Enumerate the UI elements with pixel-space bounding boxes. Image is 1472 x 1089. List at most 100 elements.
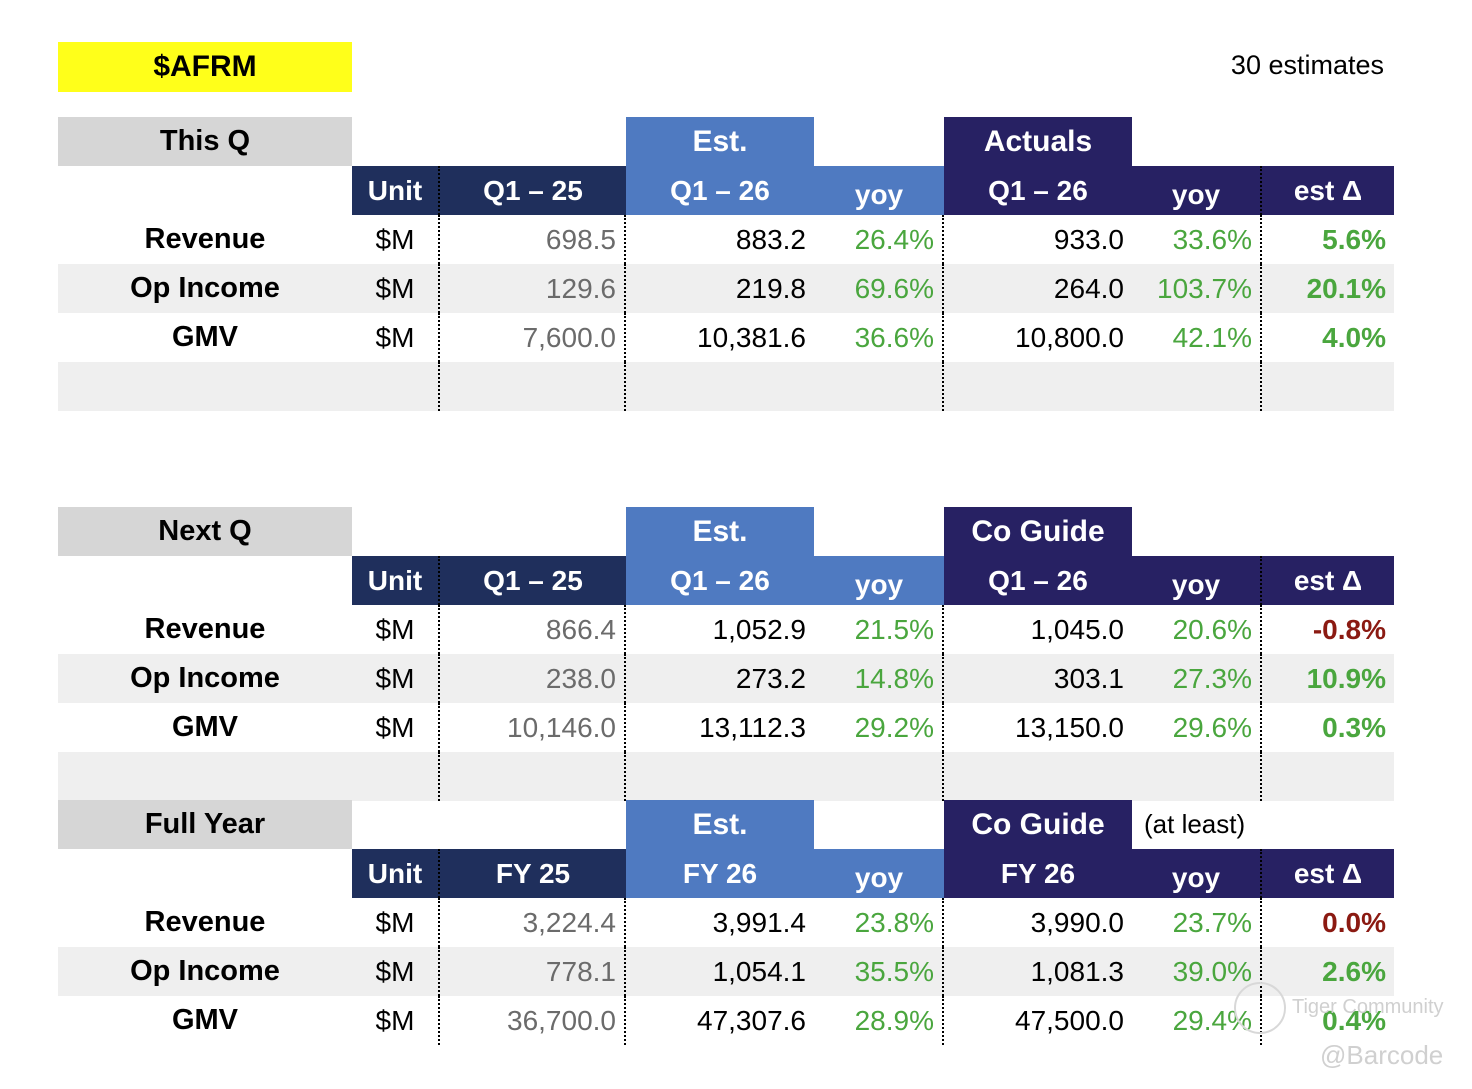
right-band-label: Co Guide	[944, 507, 1132, 556]
actual-value: 303.1	[1053, 662, 1124, 694]
spacer-cell	[352, 362, 440, 411]
spacer-cell	[440, 362, 626, 411]
actual-value: 264.0	[1053, 272, 1124, 304]
column-header: Unit	[352, 849, 440, 898]
unit-cell: $M	[352, 654, 440, 703]
column-header: Unit	[352, 556, 440, 605]
table-row: GMV $M 7,600.0 10,381.6 36.6% 10,800.0 42.1% 4.…	[58, 313, 1394, 362]
actual-value: 13,150.0	[1015, 711, 1124, 743]
estimate-yoy: 14.8%	[814, 654, 944, 703]
estimate-yoy: 36.6%	[814, 313, 944, 362]
spacer-cell	[440, 752, 626, 801]
section-title: This Q	[58, 117, 352, 166]
estimate-delta: 0.0%	[1322, 906, 1386, 938]
ticker-label: $AFRM	[58, 42, 352, 92]
unit-cell: $M	[352, 703, 440, 752]
watermark-handle: @Barcode	[1320, 1040, 1444, 1070]
actual-yoy: 39.0%	[1132, 947, 1262, 996]
column-header: est Δ	[1262, 166, 1394, 215]
actual-yoy: 23.7%	[1132, 898, 1262, 947]
row-label: Revenue	[144, 223, 266, 255]
column-header: FY 26	[944, 849, 1132, 898]
row-label: GMV	[171, 711, 239, 743]
section-title: Full Year	[58, 800, 352, 849]
spacer-cell	[352, 752, 440, 801]
est-band-label: Est.	[626, 507, 814, 556]
prior-value: 866.4	[440, 605, 626, 654]
column-header: FY 26	[626, 849, 814, 898]
right-band-label: Co Guide	[944, 800, 1132, 849]
estimate-delta: 4.0%	[1322, 321, 1386, 353]
table-row: Op Income $M 129.6 219.8 69.6% 264.0 103.7% 20.…	[58, 264, 1394, 313]
column-header: est Δ	[1262, 556, 1394, 605]
estimate-delta: 10.9%	[1306, 662, 1386, 694]
estimate-yoy: 29.2%	[814, 703, 944, 752]
spacer-cell	[1132, 362, 1262, 411]
spacer-cell	[1132, 752, 1262, 801]
spacer-row	[58, 752, 1394, 801]
spacer-cell	[814, 362, 944, 411]
table-section: This Q Est. Actuals Unit Q1 – 25 Q1 – 26 yoy Q1…	[58, 117, 1394, 411]
header-row: Unit Q1 – 25 Q1 – 26 yoy Q1 – 26 yoy est Δ	[58, 556, 1394, 605]
table-row: Revenue $M 3,224.4 3,991.4 23.8% 3,990.0 23.7%…	[58, 898, 1394, 947]
table-row: Op Income $M 238.0 273.2 14.8% 303.1 27.3% 10.9…	[58, 654, 1394, 703]
actual-value: 1,045.0	[1030, 613, 1124, 645]
row-label: Revenue	[144, 906, 266, 938]
estimate-value: 1,054.1	[712, 955, 806, 987]
column-header: Q1 – 25	[440, 166, 626, 215]
column-header: yoy	[814, 166, 944, 215]
header-row: Unit Q1 – 25 Q1 – 26 yoy Q1 – 26 yoy est Δ	[58, 166, 1394, 215]
row-label: Op Income	[130, 955, 280, 987]
column-header: yoy	[814, 556, 944, 605]
column-header: FY 25	[440, 849, 626, 898]
actual-yoy: 42.1%	[1132, 313, 1262, 362]
header-row: Unit FY 25 FY 26 yoy FY 26 yoy est Δ	[58, 849, 1394, 898]
estimate-yoy: 28.9%	[814, 996, 944, 1045]
estimate-value: 1,052.9	[712, 613, 806, 645]
column-header: Q1 – 25	[440, 556, 626, 605]
table-row: GMV $M 36,700.0 47,307.6 28.9% 47,500.0 29.4% 0…	[58, 996, 1394, 1045]
row-label: GMV	[171, 1004, 239, 1036]
estimate-value: 10,381.6	[697, 321, 806, 353]
estimate-value: 47,307.6	[697, 1004, 806, 1036]
spacer-cell	[814, 752, 944, 801]
table-row: Op Income $M 778.1 1,054.1 35.5% 1,081.3 39.0%…	[58, 947, 1394, 996]
estimate-yoy: 23.8%	[814, 898, 944, 947]
column-header: Q1 – 26	[944, 166, 1132, 215]
prior-value: 129.6	[440, 264, 626, 313]
estimate-delta: -0.8%	[1312, 613, 1386, 645]
column-header: yoy	[1132, 166, 1262, 215]
unit-cell: $M	[352, 605, 440, 654]
table-section: Next Q Est. Co Guide Unit Q1 – 25 Q1 – 26 yoy Q…	[58, 507, 1394, 801]
unit-cell: $M	[352, 313, 440, 362]
est-band-label: Est.	[626, 117, 814, 166]
actual-value: 47,500.0	[1015, 1004, 1124, 1036]
band-row: Next Q Est. Co Guide	[58, 507, 1394, 556]
actual-yoy: 103.7%	[1132, 264, 1262, 313]
table-row: Revenue $M 866.4 1,052.9 21.5% 1,045.0 20.6% -0…	[58, 605, 1394, 654]
actual-yoy: 29.6%	[1132, 703, 1262, 752]
estimate-delta: 0.3%	[1322, 711, 1386, 743]
estimate-yoy: 26.4%	[814, 215, 944, 264]
right-band-label: Actuals	[944, 117, 1132, 166]
prior-value: 698.5	[440, 215, 626, 264]
estimate-value: 219.8	[735, 272, 806, 304]
estimates-count: 30 estimates	[1230, 50, 1384, 80]
column-header: yoy	[1132, 849, 1262, 898]
actual-value: 933.0	[1053, 223, 1124, 255]
prior-value: 10,146.0	[440, 703, 626, 752]
unit-cell: $M	[352, 947, 440, 996]
tiger-logo-icon	[1234, 982, 1286, 1034]
prior-value: 36,700.0	[440, 996, 626, 1045]
table-row: Revenue $M 698.5 883.2 26.4% 933.0 33.6% 5.6%	[58, 215, 1394, 264]
watermark-community: Tiger Community	[1292, 996, 1444, 1018]
column-header: Unit	[352, 166, 440, 215]
unit-cell: $M	[352, 215, 440, 264]
prior-value: 7,600.0	[440, 313, 626, 362]
actual-value: 3,990.0	[1030, 906, 1124, 938]
column-header: Q1 – 26	[944, 556, 1132, 605]
row-label: Op Income	[130, 662, 280, 694]
table-section: Full Year Est. Co Guide (at least) Unit FY 25…	[58, 800, 1394, 1045]
column-header: yoy	[1132, 556, 1262, 605]
unit-cell: $M	[352, 996, 440, 1045]
